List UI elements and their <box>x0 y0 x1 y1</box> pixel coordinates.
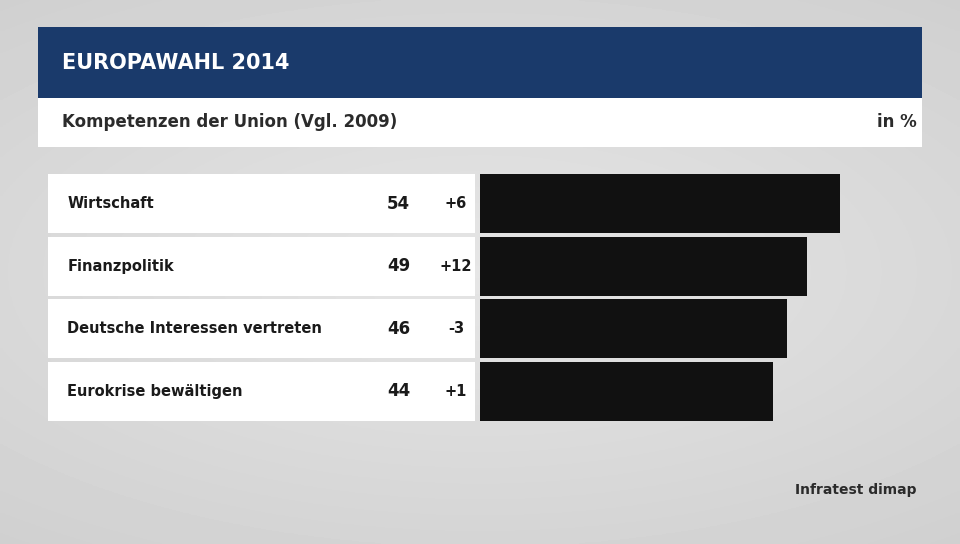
Bar <box>48 362 475 421</box>
Bar <box>48 174 475 233</box>
Text: Finanzpolitik: Finanzpolitik <box>67 259 174 274</box>
Text: Infratest dimap: Infratest dimap <box>795 483 917 497</box>
Bar <box>38 27 922 98</box>
Text: in %: in % <box>877 113 917 132</box>
Text: 54: 54 <box>387 195 410 213</box>
Bar <box>48 299 475 358</box>
Text: Kompetenzen der Union (Vgl. 2009): Kompetenzen der Union (Vgl. 2009) <box>62 113 397 132</box>
Bar <box>480 237 806 296</box>
Bar <box>480 362 774 421</box>
Bar <box>480 299 786 358</box>
Text: 46: 46 <box>387 320 410 338</box>
Bar <box>38 98 922 147</box>
Text: -3: -3 <box>448 322 464 336</box>
Text: +1: +1 <box>444 384 468 399</box>
Bar <box>480 174 840 233</box>
Text: 44: 44 <box>387 382 410 400</box>
Bar <box>48 237 475 296</box>
Text: Deutsche Interessen vertreten: Deutsche Interessen vertreten <box>67 322 322 336</box>
Text: EUROPAWAHL 2014: EUROPAWAHL 2014 <box>62 53 290 72</box>
Text: +12: +12 <box>440 259 472 274</box>
Text: Wirtschaft: Wirtschaft <box>67 196 154 211</box>
Text: Eurokrise bewältigen: Eurokrise bewältigen <box>67 384 243 399</box>
Text: +6: +6 <box>444 196 468 211</box>
Text: 49: 49 <box>387 257 410 275</box>
